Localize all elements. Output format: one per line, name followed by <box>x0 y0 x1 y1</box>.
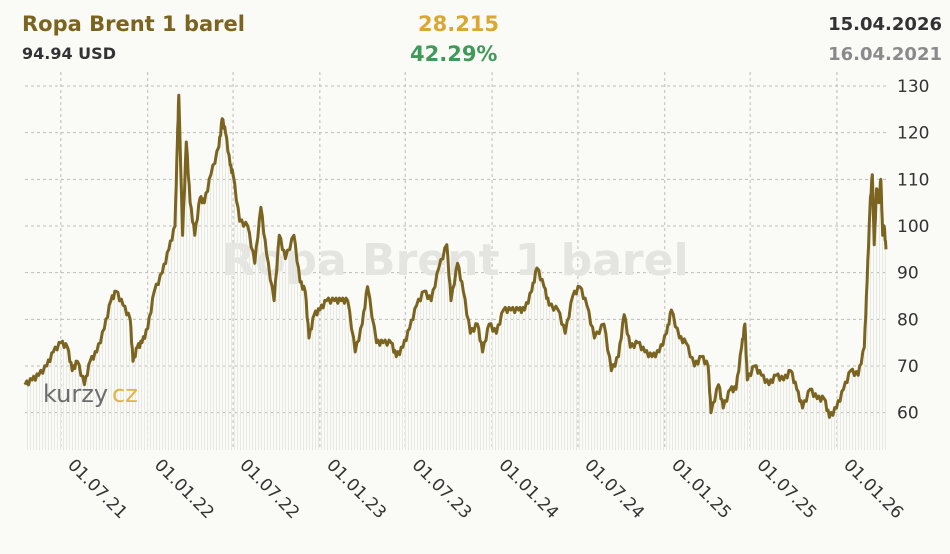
y-tick-label: 130 <box>897 77 929 97</box>
absolute-change: 28.215 <box>418 12 500 36</box>
end-date: 15.04.2026 <box>828 14 942 35</box>
x-tick-label: 01.01.24 <box>495 455 563 523</box>
y-tick-label: 70 <box>897 357 919 377</box>
current-price: 94.94 USD <box>22 44 116 63</box>
y-tick-label: 60 <box>897 404 919 424</box>
x-tick-label: 01.01.23 <box>322 455 390 523</box>
logo-text-a: kurzy <box>43 380 108 408</box>
x-axis: 01.07.21 01.01.22 01.07.22 01.01.23 01.07.23… <box>63 455 907 523</box>
y-tick-label: 80 <box>897 310 919 330</box>
x-tick-label: 01.07.21 <box>63 455 131 523</box>
y-tick-label: 90 <box>897 264 919 284</box>
x-tick-label: 01.01.22 <box>150 455 218 523</box>
logo-text-b: cz <box>112 380 138 408</box>
x-tick-label: 01.07.24 <box>580 455 648 523</box>
start-date: 16.04.2021 <box>828 44 942 65</box>
price-area <box>25 95 886 451</box>
x-tick-label: 01.07.22 <box>236 455 304 523</box>
y-axis: 60 70 80 90 100 110 120 130 <box>897 77 929 424</box>
x-tick-label: 01.07.23 <box>408 455 476 523</box>
chart-grid <box>25 72 886 450</box>
price-line <box>23 93 888 419</box>
x-tick-label: 01.01.26 <box>839 455 907 523</box>
kurzy-logo: kurzy cz <box>43 380 138 408</box>
y-tick-label: 120 <box>897 124 929 144</box>
x-tick-label: 01.01.25 <box>667 455 735 523</box>
y-tick-label: 100 <box>897 217 929 237</box>
y-tick-label: 110 <box>897 170 929 190</box>
page-title: Ropa Brent 1 barel <box>22 12 245 36</box>
x-tick-label: 01.07.25 <box>753 455 821 523</box>
percent-change: 42.29% <box>410 42 498 66</box>
